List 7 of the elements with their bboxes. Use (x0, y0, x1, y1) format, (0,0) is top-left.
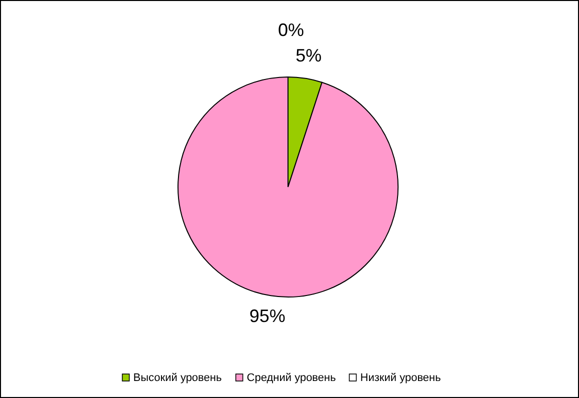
legend-label: Средний уровень (246, 372, 336, 384)
pie-slice (178, 76, 398, 298)
legend-label: Высокий уровень (133, 372, 222, 384)
data-label: 95% (249, 306, 286, 326)
text: 0% (278, 20, 304, 40)
legend-label: Низкий уровень (360, 372, 442, 384)
data-label: 5% (296, 45, 322, 66)
